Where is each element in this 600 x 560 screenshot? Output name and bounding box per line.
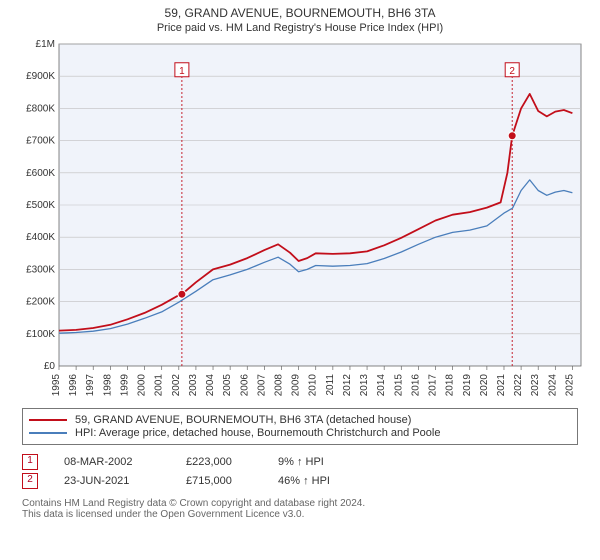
sale-row-2: 2 23-JUN-2021 £715,000 46% ↑ HPI [22, 473, 578, 489]
svg-text:2025: 2025 [564, 374, 575, 397]
svg-text:1997: 1997 [85, 374, 96, 397]
svg-text:2019: 2019 [462, 374, 473, 397]
svg-text:1996: 1996 [68, 374, 79, 397]
legend-label-hpi: HPI: Average price, detached house, Bour… [75, 427, 440, 439]
svg-text:2001: 2001 [154, 374, 165, 397]
attribution: Contains HM Land Registry data © Crown c… [22, 498, 578, 520]
sale-price-2: £715,000 [186, 475, 266, 487]
chart-container: 59, GRAND AVENUE, BOURNEMOUTH, BH6 3TA P… [0, 0, 600, 560]
svg-text:2006: 2006 [239, 374, 250, 397]
sale-date-2: 23-JUN-2021 [50, 475, 174, 487]
svg-text:2016: 2016 [410, 374, 421, 397]
sale-pct-1: 9% ↑ HPI [278, 456, 388, 468]
svg-text:2: 2 [509, 66, 515, 77]
svg-text:2011: 2011 [325, 374, 336, 396]
svg-text:£700K: £700K [26, 136, 55, 147]
svg-text:2000: 2000 [137, 374, 148, 397]
svg-text:2015: 2015 [393, 374, 404, 397]
attribution-line-2: This data is licensed under the Open Gov… [22, 509, 578, 520]
legend-swatch-hpi [29, 432, 67, 434]
svg-text:2009: 2009 [291, 374, 302, 397]
sale-price-1: £223,000 [186, 456, 266, 468]
svg-text:2007: 2007 [256, 374, 267, 397]
svg-text:2023: 2023 [530, 374, 541, 397]
svg-text:1999: 1999 [119, 374, 130, 397]
sale-pct-2: 46% ↑ HPI [278, 475, 388, 487]
svg-text:2008: 2008 [273, 374, 284, 397]
svg-text:2002: 2002 [171, 374, 182, 397]
legend-item-hpi: HPI: Average price, detached house, Bour… [29, 427, 571, 439]
svg-text:2013: 2013 [359, 374, 370, 397]
legend-item-price-paid: 59, GRAND AVENUE, BOURNEMOUTH, BH6 3TA (… [29, 414, 571, 426]
svg-text:£500K: £500K [26, 200, 55, 211]
svg-text:1995: 1995 [51, 374, 62, 397]
svg-text:2014: 2014 [376, 374, 387, 397]
sale-marker-1: 1 [22, 454, 38, 470]
svg-text:2021: 2021 [496, 374, 507, 397]
svg-text:£100K: £100K [26, 329, 55, 340]
svg-text:£1M: £1M [36, 40, 55, 50]
svg-text:£900K: £900K [26, 71, 55, 82]
svg-text:2018: 2018 [445, 374, 456, 397]
svg-text:2005: 2005 [222, 374, 233, 397]
sale-marker-2: 2 [22, 473, 38, 489]
svg-text:2024: 2024 [547, 374, 558, 397]
chart-plot: £0 £100K £200K £300K £400K £500K £600K £700K £80… [22, 40, 587, 402]
svg-text:2012: 2012 [342, 374, 353, 397]
chart-title: 59, GRAND AVENUE, BOURNEMOUTH, BH6 3TA [10, 6, 590, 20]
legend-label-price-paid: 59, GRAND AVENUE, BOURNEMOUTH, BH6 3TA (… [75, 414, 411, 426]
chart-svg: £0 £100K £200K £300K £400K £500K £600K £700K £80… [22, 40, 587, 402]
attribution-line-1: Contains HM Land Registry data © Crown c… [22, 498, 578, 509]
svg-text:1: 1 [179, 66, 185, 77]
svg-text:2010: 2010 [308, 374, 319, 397]
sale-row-1: 1 08-MAR-2002 £223,000 9% ↑ HPI [22, 454, 578, 470]
sales-list: 1 08-MAR-2002 £223,000 9% ↑ HPI 2 23-JUN… [22, 451, 578, 492]
legend-swatch-price-paid [29, 419, 67, 421]
svg-text:2004: 2004 [205, 374, 216, 397]
svg-text:2017: 2017 [428, 374, 439, 397]
sale-date-1: 08-MAR-2002 [50, 456, 174, 468]
svg-text:1998: 1998 [102, 374, 113, 397]
chart-subtitle: Price paid vs. HM Land Registry's House … [10, 22, 590, 34]
svg-text:£400K: £400K [26, 232, 55, 243]
svg-text:2022: 2022 [513, 374, 524, 397]
svg-text:£600K: £600K [26, 168, 55, 179]
svg-text:£300K: £300K [26, 264, 55, 275]
svg-text:£200K: £200K [26, 297, 55, 308]
svg-text:£0: £0 [44, 361, 56, 372]
legend-box: 59, GRAND AVENUE, BOURNEMOUTH, BH6 3TA (… [22, 408, 578, 445]
svg-text:2020: 2020 [479, 374, 490, 397]
svg-text:£800K: £800K [26, 103, 55, 114]
svg-text:2003: 2003 [188, 374, 199, 397]
